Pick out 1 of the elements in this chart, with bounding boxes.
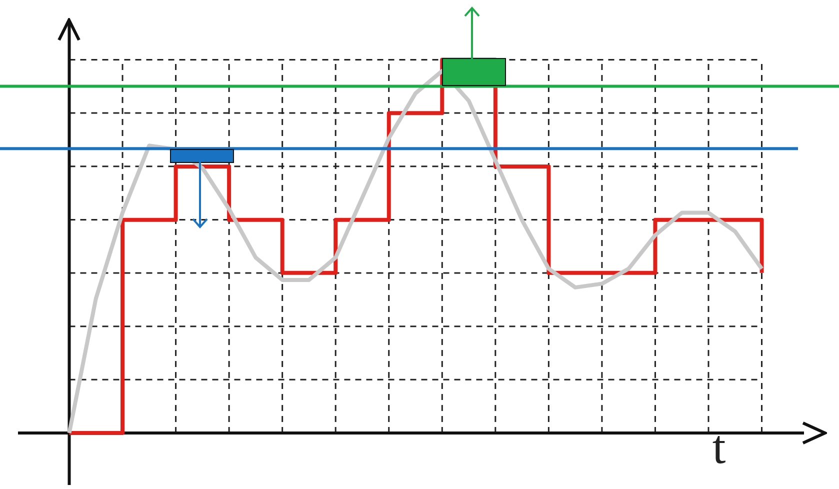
x-axis-title: t (712, 421, 726, 474)
